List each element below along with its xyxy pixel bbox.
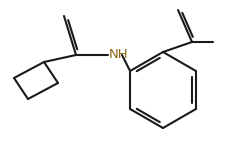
Text: NH: NH — [109, 48, 129, 60]
